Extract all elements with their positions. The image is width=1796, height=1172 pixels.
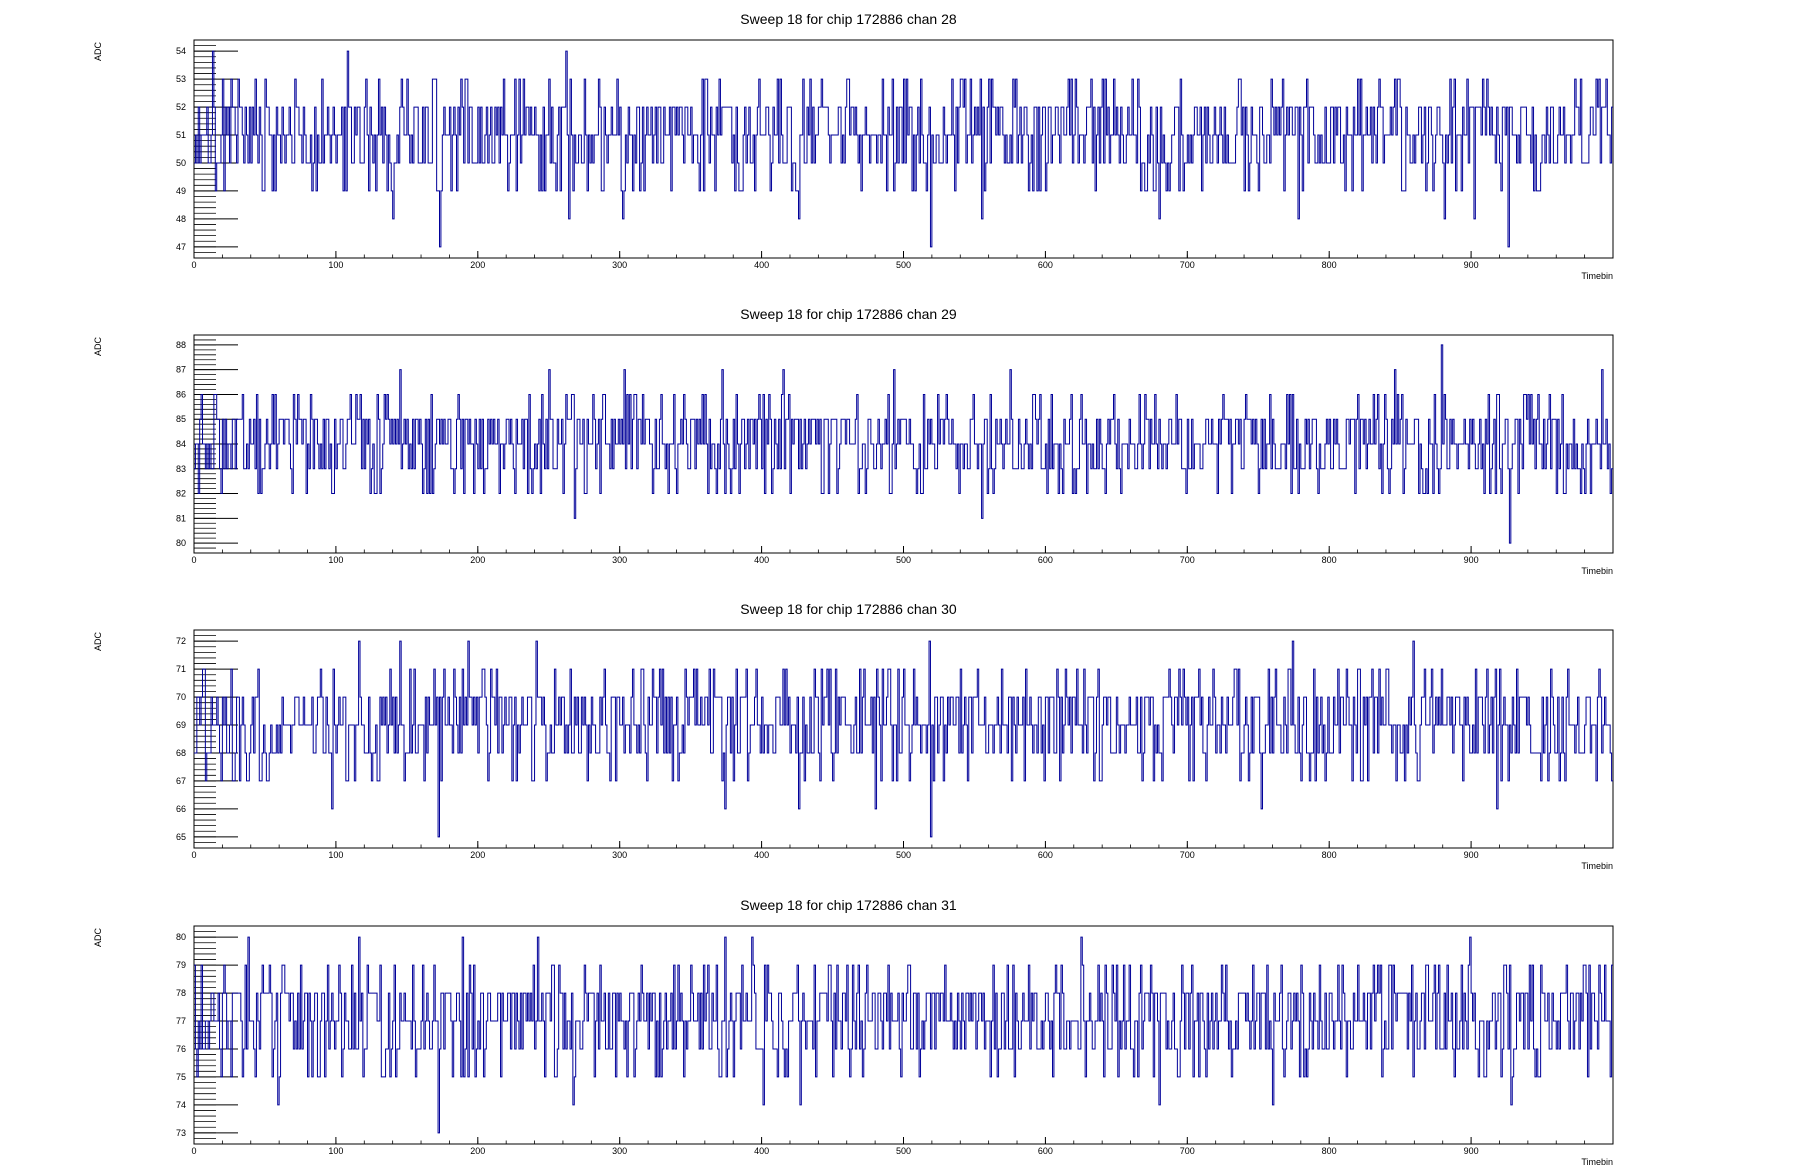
x-tick-label: 400 [754,850,769,860]
x-tick-label: 300 [612,1146,627,1156]
panel-1: Sweep 18 for chip 172886 chan 28 ADC Timeb… [93,11,1614,281]
y-axis-label: ADC [93,632,103,652]
x-tick-label: 100 [328,555,343,565]
x-tick-label: 800 [1322,260,1337,270]
y-tick-label: 54 [176,46,186,56]
y-tick-label: 72 [176,636,186,646]
series-line [194,936,1613,1134]
series-line [194,344,1613,544]
y-tick-label: 52 [176,102,186,112]
x-tick-label: 500 [896,555,911,565]
y-tick-label: 85 [176,414,186,424]
y-tick-label: 69 [176,720,186,730]
x-axis-label: Timebin [1581,271,1613,281]
x-tick-label: 900 [1464,1146,1479,1156]
x-tick-label: 800 [1322,1146,1337,1156]
panel-3: Sweep 18 for chip 172886 chan 30 ADC Timeb… [93,601,1614,871]
x-axis-label: Timebin [1581,861,1613,871]
y-tick-label: 75 [176,1072,186,1082]
y-tick-label: 48 [176,214,186,224]
x-tick-label: 700 [1180,850,1195,860]
y-tick-label: 73 [176,1128,186,1138]
x-tick-label: 500 [896,1146,911,1156]
y-tick-label: 66 [176,804,186,814]
y-tick-label: 81 [176,513,186,523]
panel-title: Sweep 18 for chip 172886 chan 30 [740,601,957,617]
x-tick-label: 500 [896,260,911,270]
y-tick-label: 51 [176,130,186,140]
x-tick-label: 0 [191,1146,196,1156]
x-tick-label: 400 [754,1146,769,1156]
y-tick-label: 76 [176,1044,186,1054]
x-tick-label: 200 [470,555,485,565]
x-axis-label: Timebin [1581,566,1613,576]
x-tick-label: 900 [1464,555,1479,565]
plot-frame [193,925,1614,1145]
y-tick-label: 47 [176,242,186,252]
x-tick-label: 100 [328,260,343,270]
x-tick-label: 900 [1464,850,1479,860]
y-axis-label: ADC [93,337,103,357]
y-tick-label: 50 [176,158,186,168]
panel-title: Sweep 18 for chip 172886 chan 29 [740,306,957,322]
x-tick-label: 800 [1322,555,1337,565]
panel-4: Sweep 18 for chip 172886 chan 31 ADC Timeb… [93,897,1614,1167]
y-tick-label: 87 [176,365,186,375]
y-tick-label: 65 [176,832,186,842]
y-tick-label: 80 [176,932,186,942]
panel-2: Sweep 18 for chip 172886 chan 29 ADC Timeb… [93,306,1614,576]
series-line [194,50,1613,248]
x-axis-label: Timebin [1581,1157,1613,1167]
x-tick-label: 600 [1038,850,1053,860]
x-tick-label: 400 [754,260,769,270]
x-tick-label: 400 [754,555,769,565]
x-tick-label: 300 [612,555,627,565]
x-tick-label: 0 [191,555,196,565]
x-tick-label: 600 [1038,555,1053,565]
panel-title: Sweep 18 for chip 172886 chan 31 [740,897,957,913]
y-tick-label: 86 [176,389,186,399]
x-tick-label: 700 [1180,1146,1195,1156]
y-tick-label: 68 [176,748,186,758]
x-tick-label: 800 [1322,850,1337,860]
y-tick-label: 77 [176,1016,186,1026]
x-tick-label: 0 [191,260,196,270]
x-tick-label: 100 [328,1146,343,1156]
x-tick-label: 300 [612,850,627,860]
y-tick-label: 88 [176,340,186,350]
y-axis-label: ADC [93,928,103,948]
y-tick-label: 70 [176,692,186,702]
x-tick-label: 200 [470,1146,485,1156]
y-tick-label: 67 [176,776,186,786]
x-tick-label: 200 [470,850,485,860]
y-tick-label: 79 [176,960,186,970]
y-tick-label: 74 [176,1100,186,1110]
x-tick-label: 500 [896,850,911,860]
y-tick-label: 82 [176,489,186,499]
y-tick-label: 83 [176,464,186,474]
y-tick-label: 71 [176,664,186,674]
x-tick-label: 600 [1038,260,1053,270]
y-tick-label: 78 [176,988,186,998]
series-line [194,640,1613,838]
y-tick-label: 53 [176,74,186,84]
x-tick-label: 200 [470,260,485,270]
x-tick-label: 700 [1180,555,1195,565]
x-tick-label: 300 [612,260,627,270]
x-tick-label: 100 [328,850,343,860]
panel-title: Sweep 18 for chip 172886 chan 28 [740,11,957,27]
x-tick-label: 700 [1180,260,1195,270]
y-tick-label: 84 [176,439,186,449]
x-tick-label: 600 [1038,1146,1053,1156]
y-tick-label: 80 [176,538,186,548]
y-tick-label: 49 [176,186,186,196]
x-tick-label: 0 [191,850,196,860]
y-axis-label: ADC [93,42,103,62]
x-tick-label: 900 [1464,260,1479,270]
